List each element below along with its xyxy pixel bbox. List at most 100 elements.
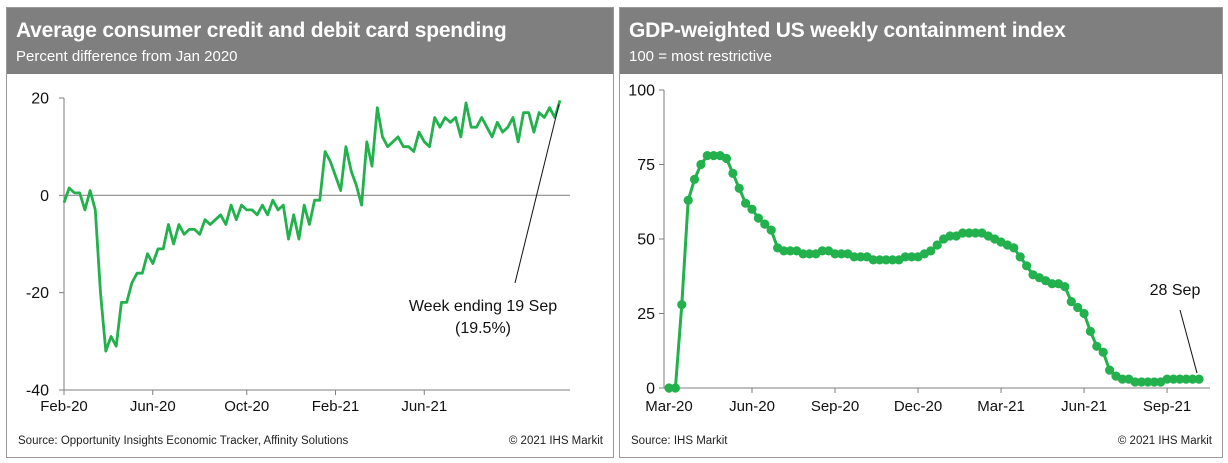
y-tick-label: 50 <box>637 232 655 249</box>
data-point <box>856 252 866 262</box>
data-point <box>1079 308 1089 319</box>
data-point <box>926 246 936 256</box>
x-tick-label: Sep-21 <box>1143 398 1191 415</box>
series-line-card-spending <box>62 99 562 353</box>
data-point <box>1105 365 1115 375</box>
data-point <box>785 246 795 256</box>
chart-copyright: © 2021 IHS Markit <box>508 435 603 447</box>
data-point <box>1162 374 1172 384</box>
chart-header: GDP-weighted US weekly containment index… <box>620 8 1222 74</box>
chart-subtitle: Percent difference from Jan 2020 <box>16 48 238 65</box>
data-point <box>766 225 776 235</box>
data-point <box>1022 261 1032 271</box>
data-point <box>1092 341 1102 351</box>
data-point <box>721 153 732 164</box>
data-point <box>753 213 763 223</box>
data-point <box>849 252 859 262</box>
data-point <box>958 228 968 238</box>
data-point <box>875 255 885 265</box>
data-point <box>1015 252 1025 262</box>
data-point <box>830 249 840 259</box>
data-point <box>907 252 917 262</box>
annotation-leader-line <box>514 104 560 284</box>
data-point <box>1181 374 1191 384</box>
data-point <box>887 255 898 265</box>
x-tick-label: Mar-21 <box>977 398 1025 415</box>
x-tick-label: Jun-20 <box>729 398 775 415</box>
x-tick-label: Jun-20 <box>130 398 176 415</box>
x-tick-label: Mar-20 <box>645 398 693 415</box>
chart-source: Source: IHS Markit <box>631 435 728 447</box>
data-point <box>900 252 910 262</box>
annotation-value: (19.5%) <box>455 320 511 337</box>
y-tick-label: -20 <box>26 285 49 302</box>
data-point <box>1047 279 1057 289</box>
chart-panel-containment-index: GDP-weighted US weekly containment index… <box>619 7 1223 458</box>
data-point <box>677 300 687 310</box>
data-point <box>1066 297 1076 307</box>
data-point <box>734 183 744 193</box>
data-point <box>817 246 827 256</box>
x-tick-label: Oct-20 <box>224 398 269 415</box>
data-point <box>1009 243 1019 253</box>
chart-title: GDP-weighted US weekly containment index <box>629 19 1066 42</box>
y-tick-label: 0 <box>40 188 49 205</box>
data-point <box>798 249 808 259</box>
data-point <box>702 151 712 161</box>
data-point <box>1194 374 1204 384</box>
data-point <box>1060 282 1070 292</box>
chart-panel-card-spending: Average consumer credit and debit card s… <box>6 7 614 458</box>
data-point <box>881 255 891 265</box>
data-point <box>709 151 719 161</box>
chart-header: Average consumer credit and debit card s… <box>7 8 613 74</box>
data-point <box>747 204 757 214</box>
data-point <box>696 159 706 170</box>
data-point <box>1098 347 1108 357</box>
data-point <box>670 383 680 393</box>
data-point <box>1175 374 1185 384</box>
data-point <box>1168 374 1179 384</box>
data-point <box>1117 374 1127 384</box>
y-tick-label: 75 <box>637 157 655 174</box>
y-tick-label: -40 <box>26 383 49 400</box>
annotation-text: 28 Sep <box>1150 282 1201 299</box>
x-tick-label: Sep-20 <box>811 398 859 415</box>
x-tick-label: Feb-21 <box>312 398 360 415</box>
x-tick-label: Feb-20 <box>40 398 88 415</box>
data-point <box>804 249 815 259</box>
data-point <box>1085 326 1095 336</box>
data-point <box>1188 374 1198 384</box>
x-tick-label: Dec-20 <box>894 398 942 415</box>
data-point <box>932 240 942 250</box>
data-point <box>689 174 700 184</box>
annotation-text: Week ending 19 Sep <box>409 298 557 315</box>
data-point <box>760 219 770 229</box>
y-tick-label: 100 <box>628 83 655 100</box>
data-point <box>836 249 846 259</box>
data-point <box>945 231 955 241</box>
data-point <box>1149 377 1159 387</box>
data-point <box>1143 377 1153 387</box>
data-point <box>970 228 981 238</box>
chart-title: Average consumer credit and debit card s… <box>16 19 507 42</box>
annotation-leader-line <box>1179 309 1198 374</box>
series-line-containment-index <box>669 154 1199 390</box>
x-tick-label: Jun-21 <box>401 398 447 415</box>
x-tick-label: Jun-21 <box>1061 398 1107 415</box>
data-point <box>964 228 974 238</box>
data-point <box>728 168 738 178</box>
y-tick-label: 25 <box>637 306 655 323</box>
data-point <box>664 383 674 393</box>
data-point <box>683 195 693 205</box>
y-tick-label: 0 <box>646 381 655 398</box>
data-point <box>1130 377 1140 387</box>
chart-copyright: © 2021 IHS Markit <box>1117 435 1212 447</box>
chart-source: Source: Opportunity Insights Economic Tr… <box>18 435 349 447</box>
chart-subtitle: 100 = most restrictive <box>629 48 772 65</box>
data-point <box>741 198 751 208</box>
y-tick-label: 20 <box>31 91 49 108</box>
data-point <box>1136 377 1147 387</box>
data-point <box>868 255 878 265</box>
